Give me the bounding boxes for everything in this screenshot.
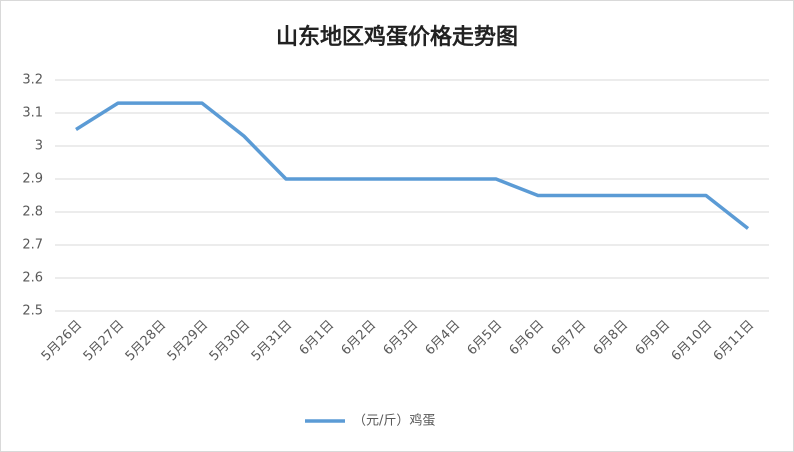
data-line xyxy=(75,101,750,230)
y-tick-label: 3 xyxy=(35,139,43,154)
legend-label: （元/斤）鸡蛋 xyxy=(353,413,435,429)
y-tick-label: 3.2 xyxy=(22,73,43,88)
y-tick-label: 2.5 xyxy=(22,304,43,319)
y-tick-label: 2.7 xyxy=(22,238,43,253)
y-tick-label: 2.9 xyxy=(22,172,43,187)
y-tick-label: 3.1 xyxy=(22,106,43,121)
y-tick-label: 2.8 xyxy=(22,205,43,220)
chart-title: 山东地区鸡蛋价格走势图 xyxy=(276,24,518,50)
y-tick-label: 2.6 xyxy=(22,271,43,286)
